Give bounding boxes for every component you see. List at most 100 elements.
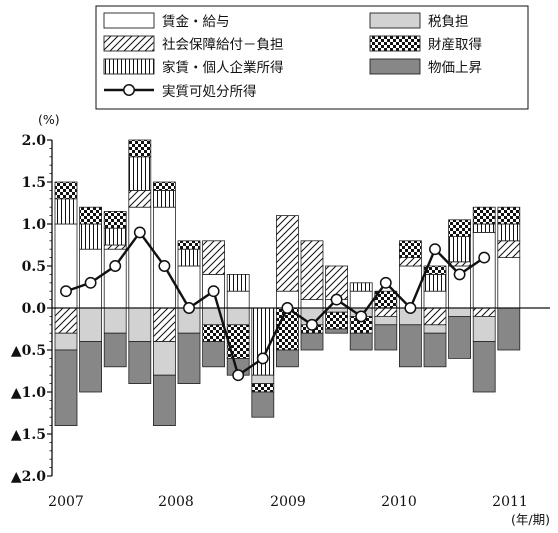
- bar-segment-checker: [103, 210, 127, 229]
- bar-segment-diagonal: [472, 307, 496, 317]
- line-marker: [109, 260, 122, 272]
- line-marker: [330, 293, 343, 306]
- bar-segment-checker: [497, 206, 521, 225]
- legend-swatch-checker: [369, 35, 421, 52]
- bar-segment-diagonal: [54, 307, 78, 334]
- bar-segment-diagonal: [423, 307, 447, 326]
- bar-segment-light: [226, 307, 250, 326]
- bar-segment-dark: [103, 332, 127, 368]
- bar-segment-vertical: [226, 273, 250, 292]
- bar-segment-dark: [300, 332, 324, 351]
- bar-segment-dark: [152, 374, 176, 427]
- bar-segment-light: [251, 374, 275, 385]
- y-tick-label: 1.5: [22, 175, 46, 191]
- x-tick-label: 2009: [270, 494, 306, 510]
- bar-segment-light: [448, 307, 472, 317]
- bar-segment-blank: [423, 290, 447, 309]
- bar-segment-vertical: [472, 223, 496, 233]
- bar-segment-dark: [177, 332, 201, 385]
- bar-segment-diagonal: [497, 240, 521, 259]
- bar-segment-light: [374, 315, 398, 326]
- line-marker: [158, 260, 171, 272]
- bar-segment-dark: [423, 332, 447, 368]
- legend-swatch-diagonal: [103, 35, 155, 52]
- bar-segment-dark: [325, 328, 349, 334]
- legend-label: 実質可処分所得: [162, 83, 257, 100]
- bar-segment-vertical: [103, 227, 127, 246]
- bar-segment-dark: [275, 349, 299, 368]
- bar-segment-checker: [177, 240, 201, 250]
- bar-segment-dark: [497, 307, 521, 351]
- bar-segment-light: [128, 307, 152, 342]
- legend-label: 家賃・個人企業所得: [162, 59, 284, 76]
- line-marker: [306, 318, 318, 331]
- bar-segment-vertical: [448, 236, 472, 263]
- bar-segment-vertical: [349, 282, 373, 292]
- bar-segment-checker: [202, 324, 226, 342]
- bar-segment-blank: [152, 206, 176, 309]
- bar-segment-vertical: [79, 223, 102, 250]
- legend-swatch-dark: [369, 58, 421, 75]
- bar-segment-diagonal: [374, 307, 398, 317]
- y-tick-label: 2.0: [22, 133, 47, 149]
- bar-segment-checker: [251, 383, 275, 393]
- legend-label: 財産取得: [428, 36, 482, 53]
- bar-segment-dark: [54, 349, 78, 426]
- bar-segment-checker: [325, 311, 349, 330]
- bar-segment-light: [423, 324, 447, 334]
- y-tick-label: ▲1.5: [11, 427, 46, 443]
- bar-segment-light: [152, 341, 176, 376]
- x-tick-label: 2007: [48, 494, 84, 510]
- line-marker: [133, 226, 146, 239]
- bar-segment-blank: [472, 231, 496, 309]
- y-tick-label: 0.5: [22, 259, 46, 275]
- y-tick-label: ▲2.0: [11, 469, 46, 485]
- line-marker: [429, 243, 441, 256]
- bar-segment-checker: [226, 324, 250, 359]
- bar-segment-dark: [398, 324, 422, 368]
- bar-segment-diagonal: [398, 257, 422, 267]
- legend-line-marker: [123, 84, 135, 96]
- bar-segment-dark: [202, 341, 226, 368]
- y-tick-label: 0.0: [22, 301, 47, 317]
- bar-segment-dark: [374, 324, 398, 351]
- bar-segment-checker: [128, 139, 152, 158]
- bar-segment-vertical: [152, 189, 176, 208]
- y-tick-label: ▲1.0: [11, 385, 46, 401]
- bar-segment-checker: [472, 206, 496, 225]
- bar-segment-vertical: [128, 156, 152, 191]
- line-series: [65, 230, 485, 378]
- line-marker: [207, 285, 220, 298]
- bar-segment-diagonal: [103, 244, 127, 250]
- bar-segment-dark: [448, 315, 472, 359]
- legend-swatch-light: [369, 12, 421, 29]
- x-axis-unit: (年/期): [511, 512, 550, 527]
- bar-segment-blank: [497, 257, 521, 309]
- line-marker: [256, 352, 269, 365]
- bar-segment-light: [472, 315, 496, 342]
- bar-segment-diagonal: [300, 240, 324, 301]
- bar-segment-vertical: [497, 223, 521, 242]
- bar-segment-checker: [152, 181, 176, 191]
- bar-segment-checker: [79, 206, 102, 225]
- bar-segment-diagonal: [202, 240, 226, 275]
- x-tick-label: 2008: [158, 494, 194, 510]
- line-marker: [84, 276, 97, 289]
- line-marker: [453, 268, 466, 281]
- bar-segment-vertical: [423, 273, 447, 292]
- line-marker: [232, 369, 245, 382]
- bar-segment-blank: [226, 290, 250, 309]
- line-marker: [355, 310, 368, 323]
- bar-segment-diagonal: [152, 307, 176, 342]
- legend-label: 税負担: [428, 14, 469, 30]
- y-tick-label: ▲0.5: [11, 343, 46, 359]
- bar-segment-light: [79, 307, 102, 342]
- y-axis-unit: (%): [38, 112, 60, 127]
- bar-segment-blank: [103, 248, 127, 309]
- bar-segment-checker: [398, 240, 422, 259]
- line-marker: [478, 251, 491, 264]
- x-tick-label: 2011: [492, 494, 528, 510]
- legend-frame: [95, 5, 529, 110]
